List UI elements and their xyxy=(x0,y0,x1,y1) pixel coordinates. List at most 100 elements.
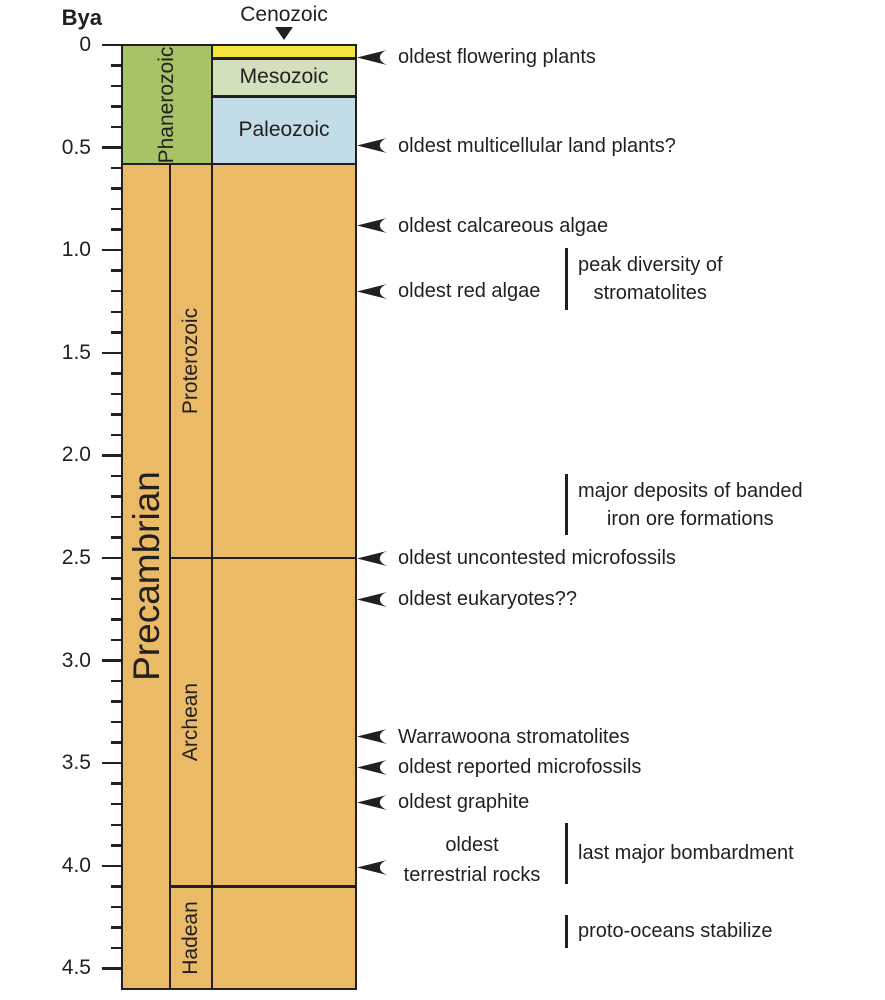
axis-minor-tick xyxy=(111,474,122,478)
event-label-line: terrestrial rocks xyxy=(403,863,541,886)
axis-minor-tick xyxy=(111,413,122,416)
axis-minor-tick xyxy=(111,597,122,601)
axis-minor-tick xyxy=(111,166,122,170)
event-arrow-icon xyxy=(357,728,387,745)
event-arrow-icon xyxy=(357,49,387,66)
era-region-cenozoic xyxy=(212,45,356,59)
axis-tick-label: 3.0 xyxy=(61,648,91,672)
range-label-line: peak diversity of xyxy=(578,253,723,276)
axis-minor-tick xyxy=(111,577,122,580)
axis-minor-tick xyxy=(111,782,122,785)
range-label: major deposits of banded iron ore formati… xyxy=(578,477,803,533)
range-label: proto-oceans stabilize xyxy=(578,917,773,945)
axis-tick-label: 4.5 xyxy=(61,956,91,980)
range-bar xyxy=(565,915,568,948)
event-label: oldest multicellular land plants? xyxy=(398,134,676,157)
axis-major-tick xyxy=(102,454,122,457)
event-label: Warrawoona stromatolites xyxy=(398,725,630,748)
axis-major-tick xyxy=(102,967,122,970)
axis-minor-tick xyxy=(111,310,122,313)
axis-tick-label: 2.5 xyxy=(61,546,91,569)
event-arrow-icon xyxy=(357,859,387,876)
axis-tick-label: 1.5 xyxy=(61,340,91,364)
axis-minor-tick xyxy=(111,844,122,847)
axis-minor-tick xyxy=(111,638,122,642)
event-label: oldest eukaryotes?? xyxy=(398,588,578,611)
axis-minor-tick xyxy=(111,802,122,806)
axis-minor-tick xyxy=(111,289,122,293)
axis-minor-tick xyxy=(111,536,122,539)
era-region-paleozoic xyxy=(212,96,356,164)
axis-minor-tick xyxy=(111,926,122,929)
axis-minor-tick xyxy=(111,741,122,744)
axis-minor-tick xyxy=(111,105,122,108)
event-label: oldest terrestrial rocks xyxy=(398,830,546,890)
range-bar xyxy=(565,822,568,885)
axis-minor-tick xyxy=(111,495,122,498)
axis-tick-label: 1.0 xyxy=(61,238,91,262)
era-label-paleozoic: Paleozoic xyxy=(238,118,330,142)
era-label-mesozoic: Mesozoic xyxy=(239,65,329,89)
eon-label-archean: Archean xyxy=(179,683,202,762)
axis-minor-tick xyxy=(111,720,122,724)
eon-label-phanerozoic: Phanerozoic xyxy=(155,46,178,163)
boundary-cenozoic-mesozoic xyxy=(212,57,356,60)
axis-unit-label: Bya xyxy=(61,5,102,30)
event-label: oldest red algae xyxy=(398,280,541,303)
event-arrow-icon xyxy=(357,591,387,608)
axis-minor-tick xyxy=(111,823,122,826)
axis-minor-tick xyxy=(111,905,122,909)
axis-minor-tick xyxy=(111,125,122,129)
axis-minor-tick xyxy=(111,885,122,888)
era-region-mesozoic xyxy=(212,58,356,97)
cenozoic-label: Cenozoic xyxy=(240,3,328,26)
range-label-line: stromatolites xyxy=(593,281,707,304)
eon-label-proterozoic: Proterozoic xyxy=(179,307,202,415)
axis-minor-tick xyxy=(111,187,122,190)
range-label-line: proto-oceans stabilize xyxy=(578,920,773,943)
range-label: peak diversity of stromatolites xyxy=(578,251,723,307)
boundary-proterozoic-archean xyxy=(170,556,356,560)
axis-tick-label: 0 xyxy=(79,33,91,56)
event-arrow-icon xyxy=(357,283,387,300)
axis-tick-label: 0.5 xyxy=(61,135,91,159)
axis-minor-tick xyxy=(111,207,122,211)
axis-minor-tick xyxy=(111,228,122,231)
event-arrow-icon xyxy=(357,759,387,776)
axis-major-tick xyxy=(102,248,122,252)
cenozoic-pointer-icon xyxy=(275,27,293,40)
boundary-phanerozoic-precambrian xyxy=(122,162,356,166)
axis-tick-label: 2.0 xyxy=(61,443,91,467)
axis-tick-label: 4.0 xyxy=(61,853,91,877)
range-label: last major bombardment xyxy=(578,839,794,867)
axis-tick-label: 3.5 xyxy=(61,751,91,775)
boundary-archean-hadean xyxy=(170,885,356,888)
range-label-line: last major bombardment xyxy=(578,842,794,865)
boundary-mesozoic-paleozoic xyxy=(212,95,356,98)
divider-precambrian-eons xyxy=(168,164,172,989)
eon-label-hadean: Hadean xyxy=(179,900,202,975)
range-bar xyxy=(565,248,568,310)
axis-minor-tick xyxy=(111,515,122,519)
range-label-line: iron ore formations xyxy=(606,507,774,530)
axis-minor-tick xyxy=(111,700,122,703)
axis-major-tick xyxy=(102,43,122,47)
event-arrow-icon xyxy=(357,794,387,811)
event-arrow-icon xyxy=(357,137,387,154)
event-arrow-icon xyxy=(357,217,387,234)
axis-major-tick xyxy=(102,659,122,662)
axis-major-tick xyxy=(102,761,122,765)
axis-minor-tick xyxy=(111,433,122,437)
axis-minor-tick xyxy=(111,331,122,334)
event-label: oldest uncontested microfossils xyxy=(398,547,676,569)
event-label-line: oldest xyxy=(445,833,499,856)
event-arrow-icon xyxy=(357,550,387,567)
axis-minor-tick xyxy=(111,372,122,375)
event-label: oldest graphite xyxy=(398,791,530,814)
axis-minor-tick xyxy=(111,946,122,950)
divider-eon-era-columns xyxy=(210,43,214,991)
axis-minor-tick xyxy=(111,84,122,88)
precambrian-region xyxy=(122,164,356,989)
range-label-line: major deposits of banded xyxy=(578,479,803,502)
